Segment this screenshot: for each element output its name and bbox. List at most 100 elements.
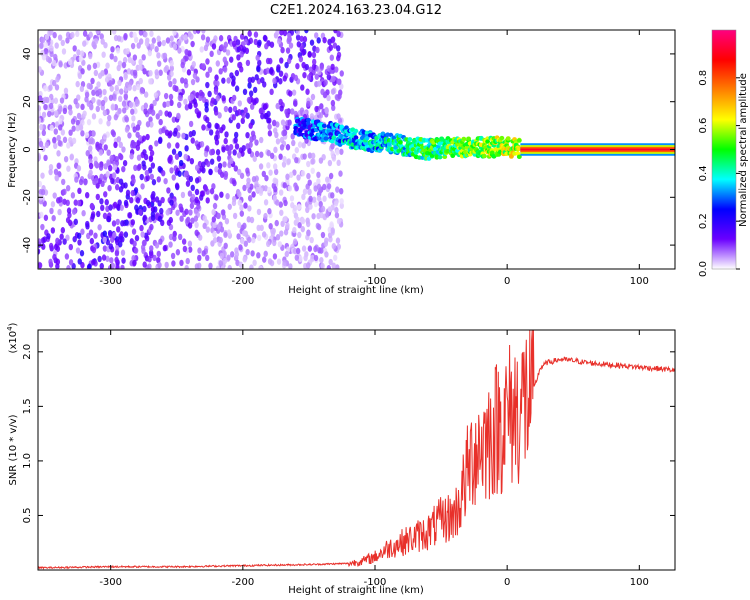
spectrogram-noise-cell [276,258,282,265]
spectrogram-noise-cell [184,145,189,152]
spectrogram-noise-cell [320,205,326,213]
spectrogram-noise-cell [216,212,221,220]
spectrogram-noise-cell [256,252,261,259]
spectrogram-noise-cell [114,250,120,257]
spectrogram-noise-cell [63,87,69,95]
spectrogram-noise-cell [153,92,159,99]
spectrogram-noise-cell [102,88,107,96]
spectrogram-noise-cell [326,183,332,190]
spectrogram-noise-cell [253,31,259,38]
spectrogram-noise-cell [164,261,169,269]
spectrogram-noise-cell [288,171,294,178]
spectrogram-noise-cell [40,50,45,57]
spectrogram-noise-cell [77,187,82,195]
spectrogram-noise-cell [339,148,344,155]
spectrogram-noise-cell [318,112,324,119]
spectrogram-noise-cell [212,236,218,244]
spectrogram-noise-cell [272,177,277,184]
spectrogram-noise-cell [300,84,305,91]
spectrogram-y-tick-label: -20 [22,189,33,205]
spectrogram-noise-cell [307,188,312,196]
spectrogram-noise-cell [336,113,341,120]
spectrogram-noise-cell [58,105,63,113]
spectrogram-signal-cell [461,136,467,142]
spectrogram-noise-cell [251,175,257,183]
snr-x-tick-label: 100 [630,577,649,588]
spectrogram-noise-cell [183,153,188,161]
spectrogram-noise-cell [203,44,209,52]
spectrogram-noise-cell [208,168,213,176]
spectrogram-noise-cell [207,121,212,129]
spectrogram-noise-cell [150,214,156,221]
spectrogram-noise-cell [323,79,328,86]
spectrogram-noise-cell [148,116,153,123]
spectrogram-noise-cell [320,262,325,269]
spectrogram-noise-cell [52,192,57,199]
spectrogram-noise-cell [124,116,130,123]
spectrogram-noise-cell [295,216,300,223]
spectrogram-noise-cell [166,74,172,81]
spectrogram-noise-cell [239,66,244,73]
spectrogram-noise-cell [62,136,68,144]
spectrogram-noise-cell [46,110,52,118]
spectrogram-noise-cell [60,227,66,234]
spectrogram-noise-cell [252,259,257,267]
spectrogram-noise-cell [224,218,230,225]
spectrogram-noise-cell [239,172,245,179]
spectrogram-noise-cell [86,64,92,71]
spectrogram-noise-cell [38,105,42,112]
spectrogram-noise-cell [144,235,150,242]
spectrogram-noise-cell [138,58,143,66]
spectrogram-noise-cell [90,77,95,85]
spectrogram-noise-cell [194,177,200,184]
spectrogram-noise-cell [102,109,108,117]
spectrogram-noise-cell [331,75,336,83]
spectrogram-noise-cell [58,124,63,131]
spectrogram-noise-cell [322,183,327,191]
spectrogram-noise-cell [156,256,161,264]
spectrogram-noise-cell [234,69,240,77]
spectrogram-noise-cell [196,30,201,34]
spectrogram-noise-cell [284,108,289,116]
spectrogram-noise-cell [75,247,81,254]
colorbar-tick-label: 0.0 [698,261,709,277]
spectrogram-noise-cell [184,48,189,56]
spectrogram-noise-cell [97,143,103,150]
spectrogram-noise-cell [205,116,210,124]
spectrogram-noise-cell [140,231,145,238]
spectrogram-noise-cell [316,80,322,87]
spectrogram-y-tick-label: 40 [22,48,33,61]
spectrogram-noise-cell [263,185,268,192]
spectrogram-noise-cell [119,88,124,95]
spectrogram-noise-cell [310,158,315,165]
spectrogram-noise-cell [205,71,210,78]
spectrogram-noise-cell [106,159,111,166]
spectrogram-noise-cell [161,126,166,134]
spectrogram-noise-cell [111,130,117,138]
spectrogram-noise-cell [225,144,230,152]
spectrogram-noise-cell [143,153,149,161]
spectrogram-noise-cell [130,189,135,197]
spectrogram-noise-cell [248,90,254,97]
spectrogram-noise-cell [100,180,105,188]
spectrogram-noise-cell [91,96,96,104]
spectrogram-noise-cell [184,170,189,177]
spectrogram-noise-cell [167,157,172,164]
spectrogram-noise-cell [306,74,312,81]
spectrogram-y-tick-label: -40 [22,237,33,253]
spectrogram-noise-cell [172,84,177,92]
spectrogram-noise-cell [183,98,188,105]
spectrogram-noise-cell [331,104,336,112]
spectrogram-noise-cell [156,60,162,67]
spectrogram-noise-cell [121,257,126,264]
spectrogram-signal-cell [309,132,314,138]
spectrogram-noise-cell [82,40,87,47]
spectrogram-noise-cell [281,161,287,168]
spectrogram-noise-cell [109,53,114,60]
spectrogram-noise-cell [326,73,332,81]
spectrogram-noise-cell [42,236,47,243]
spectrogram-noise-cell [51,214,56,222]
spectrogram-noise-cell [271,182,277,190]
spectrogram-noise-cell [188,131,193,138]
spectrogram-noise-cell [316,37,321,44]
